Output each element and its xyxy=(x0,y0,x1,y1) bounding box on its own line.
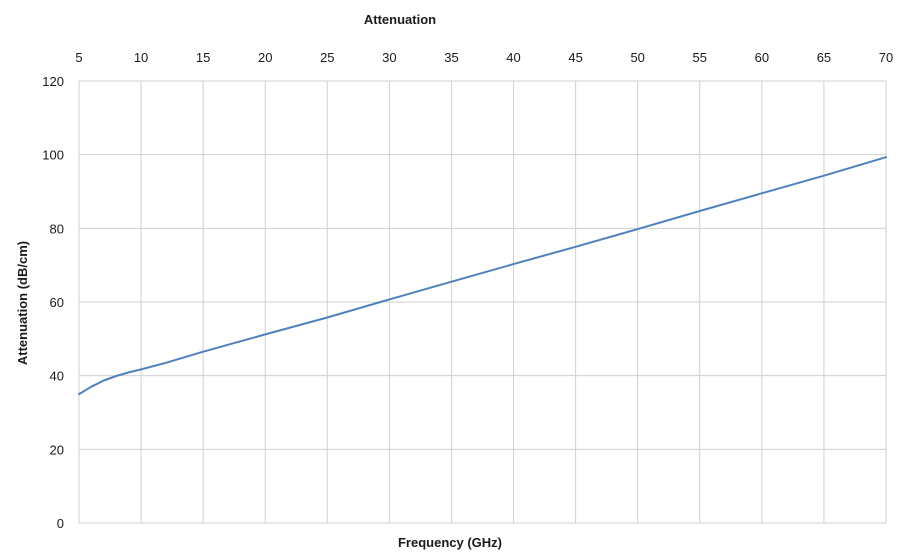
y-tick-label: 100 xyxy=(42,148,64,163)
y-tick-label: 120 xyxy=(42,74,64,89)
x-tick-label: 30 xyxy=(382,50,396,65)
x-tick-label: 50 xyxy=(630,50,644,65)
x-tick-label: 25 xyxy=(320,50,334,65)
x-tick-label: 45 xyxy=(568,50,582,65)
y-tick-label: 0 xyxy=(57,516,64,531)
x-tick-label: 5 xyxy=(75,50,82,65)
y-tick-label: 80 xyxy=(50,221,64,236)
x-axis-title: Frequency (GHz) xyxy=(398,535,502,550)
y-tick-label: 20 xyxy=(50,442,64,457)
series-line xyxy=(78,156,887,396)
y-tick-label: 60 xyxy=(50,295,64,310)
x-tick-label: 70 xyxy=(879,50,893,65)
chart-title: Attenuation xyxy=(364,12,436,27)
y-axis-title: Attenuation (dB/cm) xyxy=(15,241,30,365)
grid xyxy=(78,80,887,524)
x-tick-labels: 5 10 15 20 25 30 35 40 45 50 55 60 65 70 xyxy=(75,50,893,65)
y-tick-label: 40 xyxy=(50,369,64,384)
series-layer xyxy=(78,156,887,396)
x-tick-label: 35 xyxy=(444,50,458,65)
x-tick-label: 55 xyxy=(693,50,707,65)
x-tick-label: 10 xyxy=(134,50,148,65)
x-tick-label: 15 xyxy=(196,50,210,65)
x-tick-label: 40 xyxy=(506,50,520,65)
x-tick-label: 60 xyxy=(755,50,769,65)
x-tick-label: 65 xyxy=(817,50,831,65)
x-tick-label: 20 xyxy=(258,50,272,65)
y-tick-labels: 0 20 40 60 80 100 120 xyxy=(42,74,64,531)
